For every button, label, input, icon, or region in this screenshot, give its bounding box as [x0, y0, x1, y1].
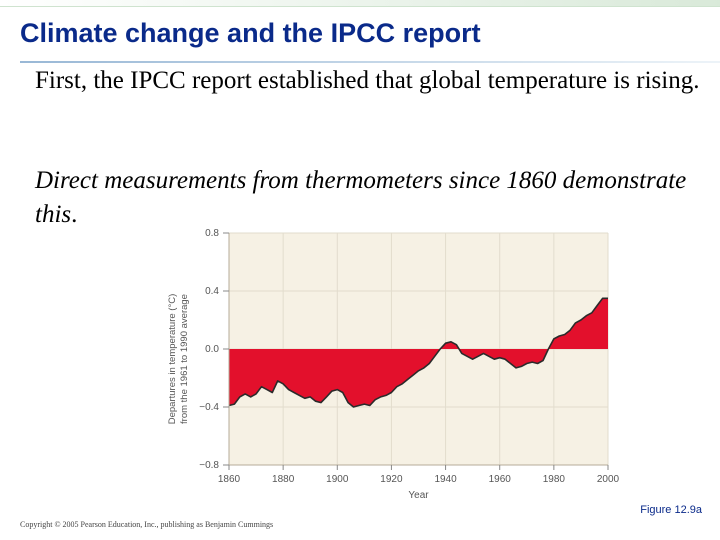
x-axis-label: Year [408, 490, 429, 501]
top-rule [0, 6, 720, 7]
x-tick-label: 1860 [218, 474, 241, 485]
copyright-notice: Copyright © 2005 Pearson Education, Inc.… [20, 520, 274, 529]
temperature-departure-chart: 0.8 0.4 0.0 −0.4 −0.8 1860 1880 1900 1920 1940 196… [167, 228, 620, 501]
x-tick-label: 2000 [597, 474, 620, 485]
x-tick-label: 1960 [489, 474, 512, 485]
x-tick-label: 1980 [543, 474, 566, 485]
x-tick-label: 1920 [380, 474, 403, 485]
y-tick-label: −0.4 [199, 402, 219, 413]
figure-label: Figure 12.9a [640, 504, 702, 516]
y-tick-label: 0.0 [205, 344, 219, 355]
slide-title: Climate change and the IPCC report [20, 18, 481, 48]
y-tick-label: 0.8 [205, 228, 219, 239]
paragraph-direct-measurements-text: Direct measurements from thermometers si… [35, 167, 687, 228]
y-tick-label: 0.4 [205, 286, 219, 297]
y-axis-label: Departures in temperature (°C)from the 1… [167, 294, 190, 425]
paragraph-period: . [71, 201, 78, 228]
paragraph-direct-measurements: Direct measurements from thermometers si… [35, 164, 705, 232]
paragraph-temperature-rising: First, the IPCC report established that … [35, 67, 700, 94]
y-tick-label: −0.8 [199, 460, 219, 471]
title-underline [20, 61, 720, 63]
anomaly-line [228, 297, 608, 408]
y-axis-label-line-1: Departures in temperature (°C) [167, 294, 178, 425]
x-tick-label: 1900 [326, 474, 349, 485]
x-tick-label: 1880 [272, 474, 295, 485]
x-tick-label: 1940 [434, 474, 457, 485]
top-gradient-strip [0, 0, 720, 6]
y-axis-label-line-2: from the 1961 to 1990 average [179, 294, 190, 424]
anomaly-area [229, 298, 608, 407]
